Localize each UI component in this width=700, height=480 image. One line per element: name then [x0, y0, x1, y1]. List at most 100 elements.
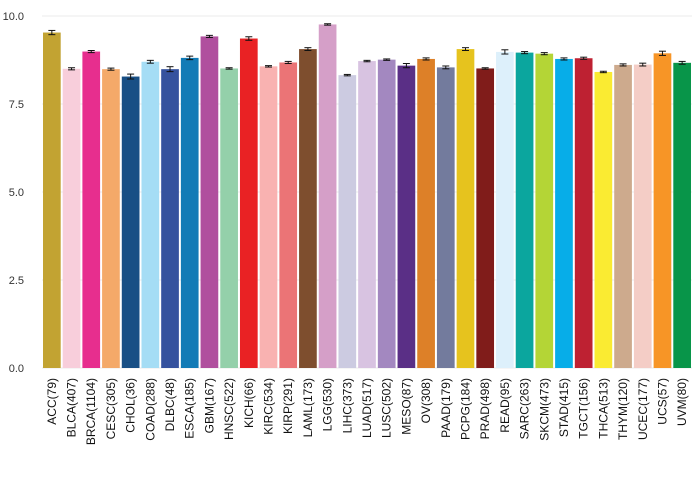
- error-bar: [501, 49, 509, 55]
- bar: [456, 49, 475, 368]
- x-tick-label: COAD(288): [143, 378, 157, 441]
- bars: [43, 24, 691, 369]
- bar: [82, 51, 101, 368]
- x-tick-label: UCS(57): [655, 378, 669, 425]
- error-bar: [107, 67, 115, 71]
- error-bar: [343, 73, 351, 77]
- bar: [614, 64, 632, 368]
- error-bar: [48, 29, 56, 36]
- bar: [358, 61, 376, 368]
- x-axis-labels: ACC(79) BLCA(407) BRCA(1104) CESC(305) CHOL(…: [45, 378, 689, 445]
- bar: [279, 62, 298, 369]
- bar: [200, 36, 219, 368]
- bar: [121, 76, 140, 368]
- x-tick-label: TGCT(156): [577, 378, 591, 439]
- bar: [397, 65, 416, 368]
- error-bar: [68, 67, 76, 71]
- x-tick-label: LUAD(517): [360, 378, 374, 438]
- bar: [220, 68, 238, 368]
- bar: [574, 58, 593, 369]
- y-tick-label: 0.0: [9, 363, 24, 375]
- error-bar: [245, 36, 253, 41]
- x-tick-label: GBM(167): [202, 378, 216, 433]
- error-bar: [461, 47, 469, 51]
- x-tick-label: UVM(80): [675, 378, 689, 426]
- error-bar: [225, 67, 233, 70]
- bar: [377, 59, 396, 368]
- bar: [515, 52, 534, 368]
- error-bar: [402, 63, 410, 69]
- x-tick-label: STAD(415): [557, 378, 571, 437]
- x-tick-label: KIRC(534): [262, 378, 276, 435]
- bar: [633, 64, 652, 369]
- error-bar: [639, 62, 647, 67]
- error-bar: [422, 57, 430, 61]
- bar: [338, 75, 357, 369]
- y-axis-ticks: 0.0 2.5 5.0 7.5 10.0: [3, 11, 24, 375]
- x-tick-label: PAAD(179): [439, 378, 453, 438]
- bar: [259, 66, 278, 368]
- x-tick-label: OV(308): [419, 378, 433, 423]
- bar: [555, 58, 573, 368]
- error-bar: [442, 65, 450, 70]
- x-tick-label: READ(95): [498, 378, 512, 433]
- error-bar: [284, 60, 292, 65]
- error-bar: [186, 55, 194, 61]
- bar: [535, 53, 554, 368]
- bar: [62, 68, 81, 369]
- y-tick-label: 5.0: [9, 187, 24, 199]
- bar: [476, 68, 495, 368]
- x-tick-label: SARC(263): [518, 378, 532, 439]
- bar: [43, 32, 61, 368]
- y-tick-label: 10.0: [3, 11, 24, 23]
- error-bars: [48, 23, 686, 80]
- x-tick-label: PRAD(498): [478, 378, 492, 439]
- x-tick-label: KIRP(291): [281, 378, 295, 434]
- bar: [673, 62, 691, 368]
- bar: [102, 69, 120, 368]
- bar: [417, 58, 435, 368]
- x-tick-label: PCPG(184): [458, 378, 472, 440]
- error-bar: [324, 23, 332, 26]
- error-bar: [127, 73, 135, 80]
- bar: [594, 71, 613, 368]
- error-bar: [205, 34, 213, 38]
- bar: [299, 49, 317, 368]
- error-bar: [619, 63, 627, 67]
- error-bar: [304, 47, 312, 51]
- x-tick-label: ESCA(185): [183, 378, 197, 439]
- y-tick-label: 7.5: [9, 99, 24, 111]
- bar: [436, 67, 455, 368]
- x-tick-label: CHOL(36): [124, 378, 138, 433]
- bar: [180, 57, 199, 368]
- x-tick-label: LAML(173): [301, 378, 315, 437]
- x-tick-label: LGG(530): [321, 378, 335, 431]
- error-bar: [560, 57, 568, 61]
- error-bar: [521, 51, 529, 55]
- x-tick-label: KICH(66): [242, 378, 256, 428]
- y-tick-label: 2.5: [9, 275, 24, 287]
- error-bar: [87, 49, 95, 54]
- x-tick-label: THCA(513): [596, 378, 610, 439]
- error-bar: [580, 56, 588, 60]
- x-tick-label: UCEC(177): [636, 378, 650, 440]
- error-bar: [540, 52, 548, 56]
- bar: [239, 38, 258, 368]
- error-bar: [678, 60, 686, 65]
- x-tick-label: MESO(87): [399, 378, 413, 435]
- error-bar: [265, 65, 273, 68]
- error-bar: [599, 70, 607, 74]
- x-tick-label: THYM(120): [616, 378, 630, 440]
- bar: [318, 24, 337, 369]
- bar: [141, 61, 160, 368]
- error-bar: [481, 67, 489, 70]
- x-tick-label: SKCM(473): [537, 378, 551, 441]
- x-tick-label: DLBC(48): [163, 378, 177, 431]
- error-bar: [383, 58, 391, 61]
- error-bar: [658, 50, 666, 56]
- error-bar: [146, 59, 154, 64]
- x-tick-label: HNSC(522): [222, 378, 236, 440]
- x-tick-label: LUSC(502): [380, 378, 394, 438]
